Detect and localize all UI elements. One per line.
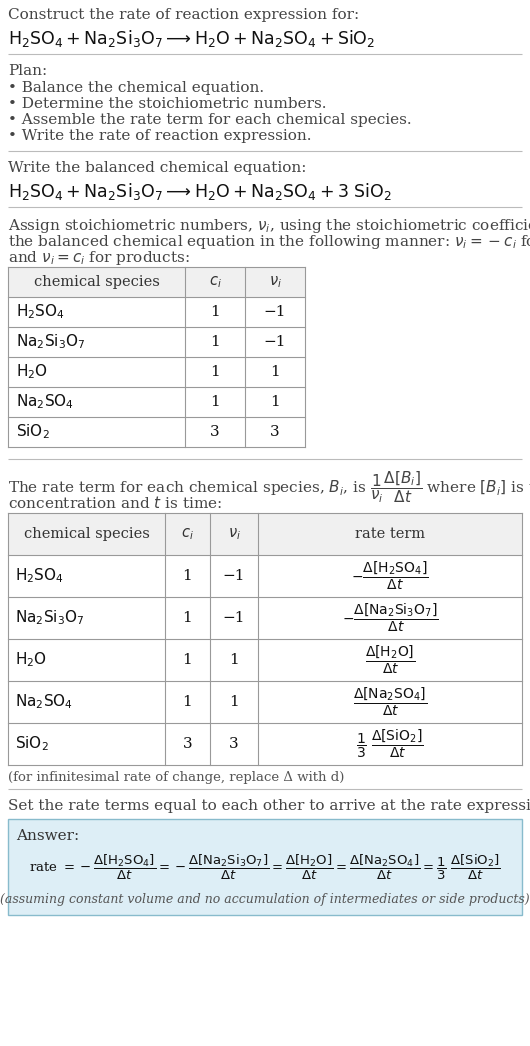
Text: the balanced chemical equation in the following manner: $\nu_i = -c_i$ for react: the balanced chemical equation in the fo… [8,233,530,251]
Text: The rate term for each chemical species, $B_i$, is $\dfrac{1}{\nu_i}\dfrac{\Delt: The rate term for each chemical species,… [8,469,530,505]
Text: $\mathrm{Na_2Si_3O_7}$: $\mathrm{Na_2Si_3O_7}$ [16,333,85,351]
Text: 3: 3 [229,737,239,751]
Text: 1: 1 [183,611,192,626]
Text: 1: 1 [229,653,239,667]
Text: 3: 3 [210,425,220,439]
Text: 1: 1 [183,695,192,709]
Text: 1: 1 [210,395,220,409]
Text: Plan:: Plan: [8,64,47,78]
Text: $\mathrm{H_2SO_4}$: $\mathrm{H_2SO_4}$ [15,567,64,586]
Text: Assign stoichiometric numbers, $\nu_i$, using the stoichiometric coefficients, $: Assign stoichiometric numbers, $\nu_i$, … [8,217,530,235]
Text: −1: −1 [264,305,286,319]
Bar [8,267,305,297]
Text: $\nu_i$: $\nu_i$ [227,526,241,542]
Text: $\mathrm{H_2SO_4 + Na_2Si_3O_7 \longrightarrow H_2O + Na_2SO_4 + 3\ SiO_2}$: $\mathrm{H_2SO_4 + Na_2Si_3O_7 \longrigh… [8,181,392,202]
Text: $\mathrm{Na_2Si_3O_7}$: $\mathrm{Na_2Si_3O_7}$ [15,609,84,628]
Text: 1: 1 [210,335,220,349]
Text: −1: −1 [264,335,286,349]
Text: $-\dfrac{\Delta[\mathrm{H_2SO_4}]}{\Delta t}$: $-\dfrac{\Delta[\mathrm{H_2SO_4}]}{\Delt… [351,560,429,592]
Text: $\mathrm{H_2SO_4}$: $\mathrm{H_2SO_4}$ [16,302,65,321]
Text: Set the rate terms equal to each other to arrive at the rate expression:: Set the rate terms equal to each other t… [8,799,530,813]
Text: (for infinitesimal rate of change, replace Δ with d): (for infinitesimal rate of change, repla… [8,771,344,784]
Text: and $\nu_i = c_i$ for products:: and $\nu_i = c_i$ for products: [8,249,190,267]
Text: Answer:: Answer: [16,829,80,843]
Text: $\dfrac{\Delta[\mathrm{H_2O}]}{\Delta t}$: $\dfrac{\Delta[\mathrm{H_2O}]}{\Delta t}… [365,644,415,676]
Text: rate term: rate term [355,527,425,541]
Text: • Determine the stoichiometric numbers.: • Determine the stoichiometric numbers. [8,97,326,111]
Text: 1: 1 [183,653,192,667]
Text: concentration and $t$ is time:: concentration and $t$ is time: [8,495,222,511]
Text: • Balance the chemical equation.: • Balance the chemical equation. [8,81,264,95]
Text: 3: 3 [183,737,192,751]
Text: −1: −1 [223,569,245,583]
Text: $\mathrm{SiO_2}$: $\mathrm{SiO_2}$ [15,734,49,753]
Text: $\mathrm{H_2O}$: $\mathrm{H_2O}$ [16,363,48,382]
Text: $\dfrac{\Delta[\mathrm{Na_2SO_4}]}{\Delta t}$: $\dfrac{\Delta[\mathrm{Na_2SO_4}]}{\Delt… [353,686,427,719]
Text: $\mathrm{Na_2SO_4}$: $\mathrm{Na_2SO_4}$ [15,692,73,711]
Text: −1: −1 [223,611,245,626]
Text: 1: 1 [210,365,220,379]
Text: (assuming constant volume and no accumulation of intermediates or side products): (assuming constant volume and no accumul… [0,892,530,906]
Bar [8,819,522,915]
Text: chemical species: chemical species [33,275,160,289]
Text: 3: 3 [270,425,280,439]
Text: rate $= -\dfrac{\Delta[\mathrm{H_2SO_4}]}{\Delta t} = -\dfrac{\Delta[\mathrm{Na_: rate $= -\dfrac{\Delta[\mathrm{H_2SO_4}]… [29,852,501,882]
Text: chemical species: chemical species [23,527,149,541]
Text: 1: 1 [270,365,280,379]
Text: $\nu_i$: $\nu_i$ [269,274,281,290]
Text: $c_i$: $c_i$ [181,526,194,542]
Text: $\dfrac{1}{3}\ \dfrac{\Delta[\mathrm{SiO_2}]}{\Delta t}$: $\dfrac{1}{3}\ \dfrac{\Delta[\mathrm{SiO… [356,728,424,760]
Text: • Assemble the rate term for each chemical species.: • Assemble the rate term for each chemic… [8,113,412,127]
Text: $\mathrm{SiO_2}$: $\mathrm{SiO_2}$ [16,423,50,441]
Text: 1: 1 [270,395,280,409]
Text: $\mathrm{Na_2SO_4}$: $\mathrm{Na_2SO_4}$ [16,392,74,411]
Text: Write the balanced chemical equation:: Write the balanced chemical equation: [8,161,306,175]
Text: 1: 1 [229,695,239,709]
Text: • Write the rate of reaction expression.: • Write the rate of reaction expression. [8,129,312,143]
Text: Construct the rate of reaction expression for:: Construct the rate of reaction expressio… [8,8,359,22]
Text: $c_i$: $c_i$ [209,274,222,290]
Text: $-\dfrac{\Delta[\mathrm{Na_2Si_3O_7}]}{\Delta t}$: $-\dfrac{\Delta[\mathrm{Na_2Si_3O_7}]}{\… [342,601,438,634]
Bar [8,513,522,555]
Text: $\mathrm{H_2SO_4 + Na_2Si_3O_7 \longrightarrow H_2O + Na_2SO_4 + SiO_2}$: $\mathrm{H_2SO_4 + Na_2Si_3O_7 \longrigh… [8,28,375,49]
Text: $\mathrm{H_2O}$: $\mathrm{H_2O}$ [15,651,47,669]
Text: 1: 1 [183,569,192,583]
Text: 1: 1 [210,305,220,319]
